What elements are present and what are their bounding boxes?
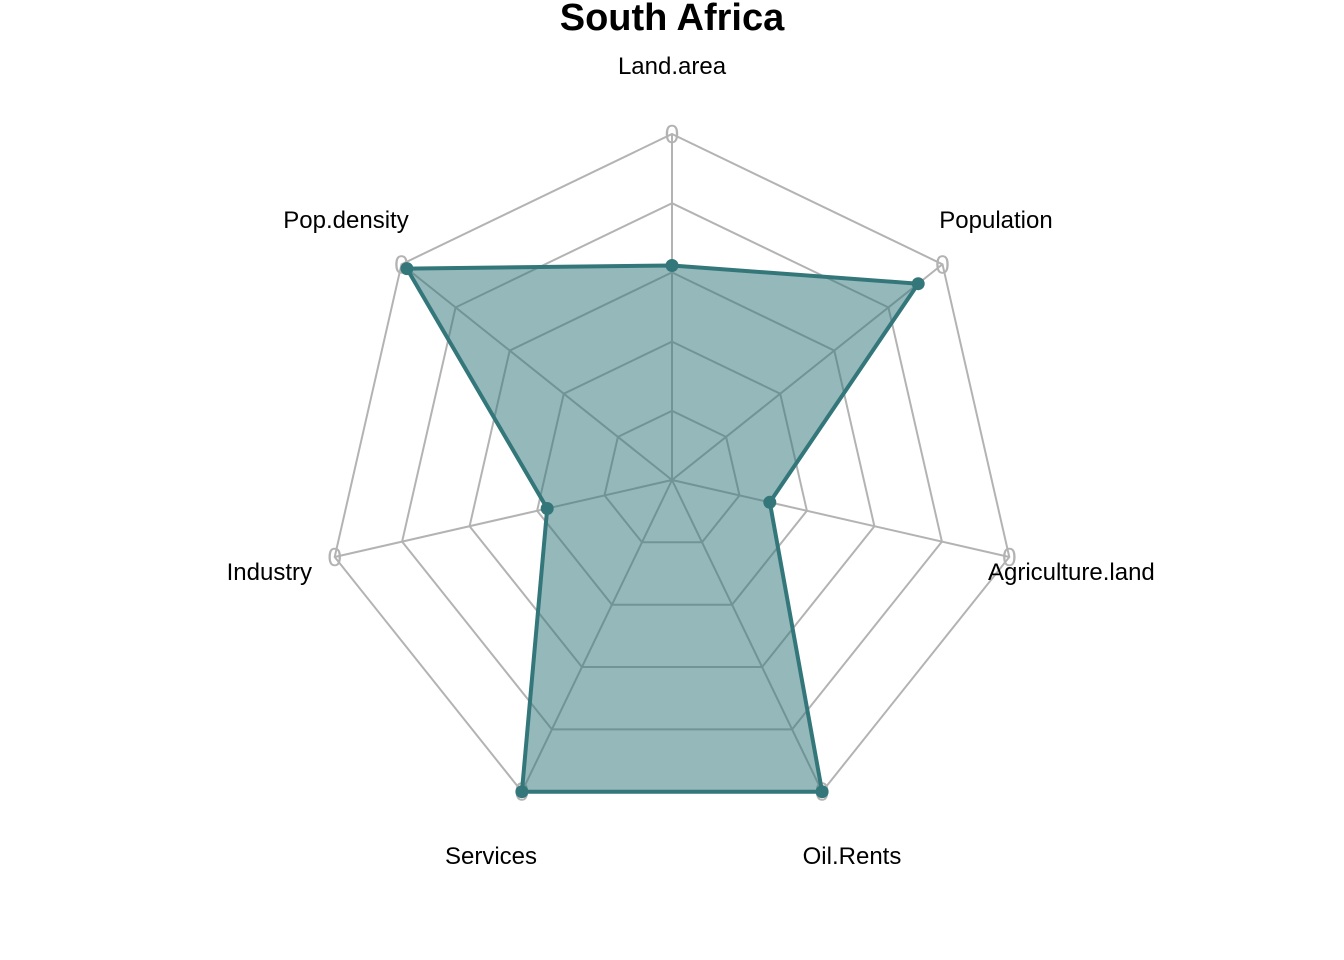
data-point-land-area — [665, 259, 679, 272]
chart-title: South Africa — [559, 0, 785, 39]
data-point-agriculture-land — [763, 495, 777, 509]
axis-label-services: Services — [445, 843, 537, 870]
data-point-industry — [540, 502, 554, 515]
tick-label: 0 — [327, 542, 341, 572]
data-point-population — [911, 277, 925, 291]
data-point-pop-density — [400, 262, 414, 276]
tick-label: 0 — [935, 249, 949, 279]
data-point-services — [515, 785, 529, 799]
axis-label-pop-density: Pop.density — [283, 207, 408, 234]
axis-label-oil-rents: Oil.Rents — [803, 843, 902, 870]
radar-axis-labels: Land.area Population Agriculture.land Oil.R… — [227, 53, 1155, 870]
axis-label-land-area: Land.area — [618, 53, 727, 80]
series-area — [404, 263, 921, 794]
tick-label: 0 — [665, 119, 679, 149]
tick-label: 0 — [1002, 542, 1016, 572]
axis-label-population: Population — [939, 207, 1052, 234]
axis-label-industry: Industry — [227, 559, 312, 586]
radar-series — [400, 259, 925, 799]
axis-label-agriculture-land: Agriculture.land — [988, 559, 1155, 586]
data-point-oil-rents — [815, 785, 829, 799]
